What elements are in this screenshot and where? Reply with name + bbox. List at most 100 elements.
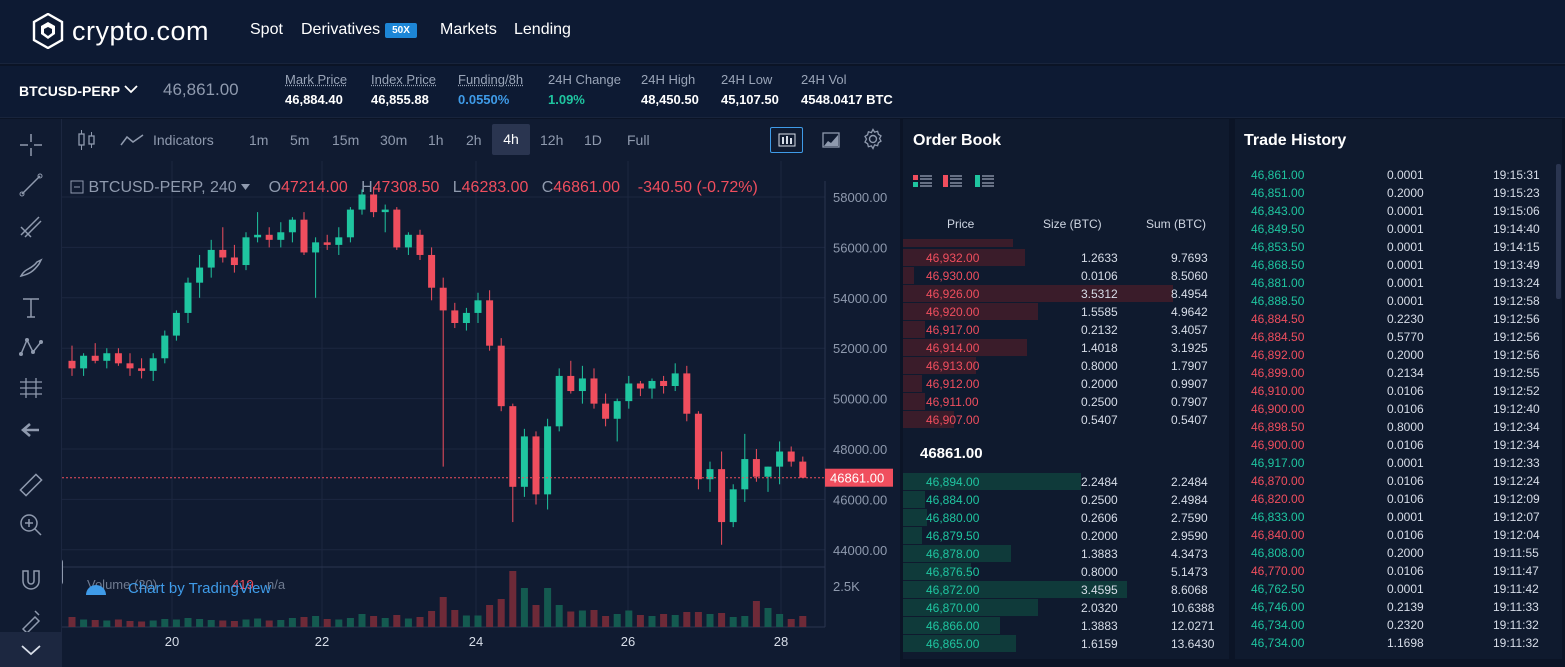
orderbook-price: 46,907.00 [926,413,980,427]
ask-row[interactable]: 46,930.00 0.0106 8.5060 [903,267,1229,285]
trading-view-toggle[interactable] [770,127,803,153]
magnet-icon[interactable] [17,565,45,593]
caret-down-icon[interactable] [241,184,251,190]
brand-logo[interactable]: crypto.com [32,12,209,50]
volume-bar [718,613,726,627]
orderbook-sum: 9.7693 [1171,251,1208,265]
ruler-icon[interactable] [17,471,45,499]
timeframe-5m[interactable]: 5m [290,132,310,148]
ask-row[interactable]: 46,920.00 1.5585 4.9642 [903,303,1229,321]
trend-line-icon[interactable] [17,171,45,199]
volume-bar [729,617,737,627]
timeframe-30m[interactable]: 30m [380,132,408,148]
toolbar-collapse[interactable] [0,632,62,667]
ask-row[interactable]: 46,917.00 0.2132 3.4057 [903,321,1229,339]
nav-markets[interactable]: Markets [440,21,497,38]
timeframe-12h[interactable]: 12h [540,132,564,148]
ask-row[interactable]: 46,932.00 1.2633 9.7693 [903,249,1229,267]
orderbook-asks-view-icon[interactable] [943,174,963,188]
trade-history-scrollbar[interactable] [1556,164,1561,299]
orderbook-price: 46,932.00 [926,251,980,265]
pattern-tool-icon[interactable] [17,334,45,362]
trade-row: 46,861.00 0.0001 19:15:31 [1235,166,1562,184]
bid-row[interactable]: 46,872.00 3.4595 8.6068 [903,581,1229,599]
bid-row[interactable]: 46,866.00 1.3883 12.0271 [903,617,1229,635]
text-tool-icon[interactable] [17,294,45,322]
bid-row[interactable]: 46,884.00 0.2500 2.4984 [903,491,1229,509]
nav-lending[interactable]: Lending [514,21,571,38]
candle-type-icon[interactable] [77,129,97,151]
ticker-stat-value: 46,884.40 [285,92,343,107]
candle-body [520,436,528,487]
volume-bar [776,614,784,627]
timeframe-4h[interactable]: 4h [492,124,530,155]
orderbook-price: 46,879.50 [926,529,980,543]
candle-body [764,466,772,477]
timeframe-full[interactable]: Full [627,132,650,148]
bid-row[interactable]: 46,865.00 1.6159 13.6430 [903,635,1229,653]
bid-row[interactable]: 46,876.50 0.8000 5.1473 [903,563,1229,581]
lock-drawings-icon[interactable] [17,605,45,633]
ask-row[interactable]: 46,907.00 0.5407 0.5407 [903,411,1229,429]
volume-bar [242,619,250,627]
orderbook-size: 1.5585 [1081,305,1118,319]
orderbook-sum: 2.9590 [1171,529,1208,543]
ask-row[interactable]: 46,911.00 0.2500 0.7907 [903,393,1229,411]
ticker-stat-value: 48,450.50 [641,92,699,107]
bid-row[interactable]: 46,870.00 2.0320 10.6388 [903,599,1229,617]
orderbook-both-view-icon[interactable] [913,174,933,188]
orderbook-size: 0.5407 [1081,413,1118,427]
ask-row[interactable]: 46,912.00 0.2000 0.9907 [903,375,1229,393]
candle-body [509,406,517,487]
timeframe-1m[interactable]: 1m [249,132,269,148]
volume-bar [103,620,111,627]
orderbook-price: 46,870.00 [926,601,980,615]
last-price: 46,861.00 [163,80,239,99]
bid-row[interactable]: 46,879.50 0.2000 2.9590 [903,527,1229,545]
volume-bar [648,616,656,627]
bid-row[interactable]: 46,880.00 0.2606 2.7590 [903,509,1229,527]
ticker-stat-label[interactable]: Mark Price [285,72,348,87]
ticker-stat-label[interactable]: Index Price [371,72,437,87]
instrument-selector[interactable]: BTCUSD-PERP [19,83,121,99]
fib-tool-icon[interactable] [17,213,45,241]
price-chart[interactable]: 58000.00 56000.00 54000.00 52000.00 50000.00… [62,161,900,667]
nav-spot[interactable]: Spot [250,21,283,38]
chevron-down-icon[interactable] [123,81,139,97]
measure-lines-icon[interactable] [17,374,45,402]
orderbook-size: 2.0320 [1081,601,1118,615]
ticker-stat-label[interactable]: Funding/8h [458,72,524,87]
candle-body [752,459,760,477]
volume-bar [787,619,795,627]
crosshair-icon[interactable] [17,131,45,159]
timeframe-2h[interactable]: 2h [466,132,482,148]
indicators-icon[interactable] [120,133,144,147]
ask-row[interactable]: 46,926.00 3.5312 8.4954 [903,285,1229,303]
trade-size: 0.2000 [1387,186,1424,200]
ask-row[interactable]: 46,914.00 1.4018 3.1925 [903,339,1229,357]
nav-derivatives[interactable]: Derivatives [301,21,381,38]
orderbook-sum: 3.4057 [1171,323,1208,337]
orderbook-price: 46,866.00 [926,619,980,633]
trade-price: 46,861.00 [1251,168,1305,182]
orderbook-price: 46,876.50 [926,565,980,579]
zoom-in-icon[interactable] [17,511,45,539]
brush-icon[interactable] [17,254,45,282]
ask-row[interactable]: 46,913.00 0.8000 1.7907 [903,357,1229,375]
collapse-legend-icon[interactable] [70,180,84,194]
volume-legend-value: 419 [232,577,254,592]
time-axis-label: 22 [315,634,329,649]
timeframe-15m[interactable]: 15m [332,132,360,148]
trade-time: 19:15:06 [1493,204,1540,218]
gear-icon[interactable] [862,128,884,150]
bid-row[interactable]: 46,878.00 1.3883 4.3473 [903,545,1229,563]
indicators-button[interactable]: Indicators [153,132,214,148]
arrow-left-icon[interactable] [17,416,45,444]
timeframe-1h[interactable]: 1h [428,132,444,148]
bid-row[interactable]: 46,894.00 2.2484 2.2484 [903,473,1229,491]
timeframe-1d[interactable]: 1D [584,132,602,148]
volume-bar [706,614,714,627]
depth-chart-icon[interactable] [822,132,840,148]
time-axis-label: 20 [165,634,179,649]
orderbook-bids-view-icon[interactable] [975,174,995,188]
